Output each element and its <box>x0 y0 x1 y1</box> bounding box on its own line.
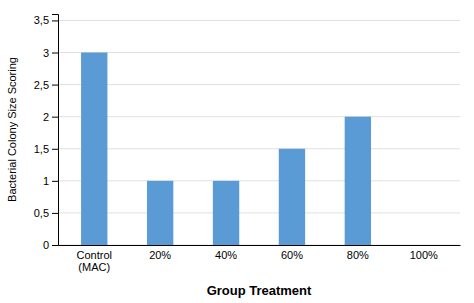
x-tick-label-line: 20% <box>149 249 171 261</box>
y-tick: 3 <box>43 47 58 59</box>
y-tick-mark <box>52 53 58 54</box>
x-tick: 40% <box>215 249 237 261</box>
chart-svg: 0 0,5 1 1,5 2 2,5 3 3,5 Control(MAC) 20% 40% 60% 80%… <box>0 0 474 303</box>
grid-line <box>58 212 460 213</box>
grid-line <box>58 245 460 246</box>
bar <box>81 53 107 246</box>
y-tick-mark <box>52 181 58 182</box>
bar <box>213 181 239 245</box>
y-tick-label: 2,5 <box>34 79 49 91</box>
y-tick: 2 <box>43 111 58 123</box>
y-tick-label: 0 <box>43 239 49 251</box>
x-tick-label-line: 100% <box>410 249 438 261</box>
x-tick-label: 20% <box>149 249 171 261</box>
x-tick-label-line: 60% <box>281 249 303 261</box>
x-tick-label-line: 40% <box>215 249 237 261</box>
x-axis-title: Group Treatment <box>207 283 312 298</box>
grid-line <box>58 84 460 85</box>
y-tick-mark <box>52 213 58 214</box>
y-tick-mark <box>52 20 58 21</box>
bar <box>345 117 371 245</box>
y-axis-line <box>52 15 59 246</box>
bars <box>81 53 371 246</box>
y-tick: 1 <box>43 175 58 187</box>
y-axis: 0 0,5 1 1,5 2 2,5 3 3,5 <box>34 14 59 251</box>
x-tick: 60% <box>281 249 303 261</box>
y-tick-label: 2 <box>43 111 49 123</box>
y-tick-label: 3,5 <box>34 14 49 26</box>
bar <box>411 245 437 246</box>
x-tick-label-line: 80% <box>347 249 369 261</box>
y-tick-label: 1 <box>43 175 49 187</box>
x-tick-label-line: (MAC) <box>78 261 110 273</box>
y-tick-mark <box>52 85 58 86</box>
y-tick-mark <box>52 149 58 150</box>
y-tick-label: 0,5 <box>34 207 49 219</box>
y-tick-label: 1,5 <box>34 143 49 155</box>
y-tick: 0 <box>43 239 58 251</box>
y-tick-label: 3 <box>43 47 49 59</box>
y-tick-mark <box>52 245 58 246</box>
chart-container: 0 0,5 1 1,5 2 2,5 3 3,5 Control(MAC) 20% 40% 60% 80%… <box>0 0 474 303</box>
plot: 0 0,5 1 1,5 2 2,5 3 3,5 Control(MAC) 20% 40% 60% 80%… <box>34 14 461 273</box>
y-tick-mark <box>52 117 58 118</box>
y-axis-title: Bacterial Colony Size Scoring <box>6 57 18 202</box>
grid-line <box>58 180 460 181</box>
x-tick-label: 40% <box>215 249 237 261</box>
x-tick-label: 60% <box>281 249 303 261</box>
x-tick: Control(MAC) <box>77 249 112 274</box>
x-tick-label: 100% <box>410 249 438 261</box>
x-axis-line <box>59 245 461 246</box>
grid-line <box>58 148 460 149</box>
x-tick-label: 80% <box>347 249 369 261</box>
x-tick: 80% <box>347 249 369 261</box>
bar <box>279 149 305 245</box>
grid-line <box>58 20 460 21</box>
grid <box>58 20 460 245</box>
grid-line <box>58 116 460 117</box>
x-tick-label-line: Control <box>77 249 112 261</box>
y-tick: 3,5 <box>34 14 58 26</box>
y-tick: 1,5 <box>34 143 58 155</box>
x-tick: 20% <box>149 249 171 261</box>
x-tick: 100% <box>410 249 438 261</box>
bar <box>147 181 173 245</box>
y-tick: 2,5 <box>34 79 58 91</box>
grid-line <box>58 52 460 53</box>
x-tick-label: Control(MAC) <box>77 249 112 274</box>
y-tick: 0,5 <box>34 207 58 219</box>
x-axis: Control(MAC) 20% 40% 60% 80% 100% <box>59 246 461 274</box>
